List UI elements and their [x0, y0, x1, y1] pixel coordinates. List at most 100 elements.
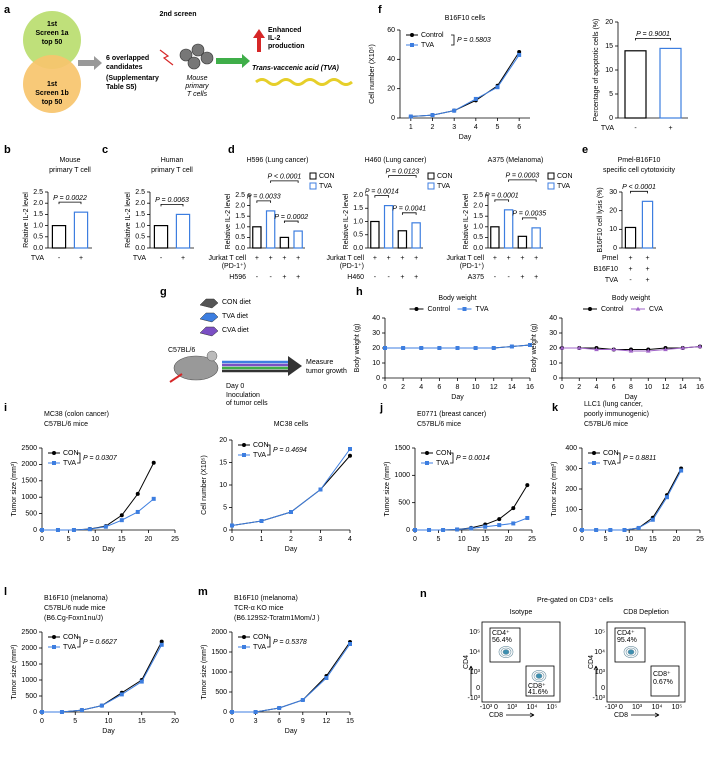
legend-label: CON: [253, 442, 269, 449]
marker: [592, 451, 596, 455]
arrow: [216, 54, 250, 68]
y-axis-label: Percentage of apoptotic cells (%): [593, 19, 600, 122]
contour: [627, 649, 635, 655]
y-tick-label: 0.0: [473, 245, 483, 252]
y-tick-label: 1000: [394, 472, 410, 479]
y-tick-label: 0: [33, 527, 37, 534]
x-tick-label: 16: [526, 384, 534, 391]
y-axis-label: Relative IL-2 level: [343, 193, 350, 249]
chart-title: H460 (Lung cancer): [365, 157, 427, 164]
marker: [151, 496, 156, 501]
y-tick-label: 2.5: [135, 189, 145, 196]
row-mark: +: [507, 255, 511, 262]
bar: [293, 230, 303, 249]
x-tick-label: 0: [230, 536, 234, 543]
series-line: [42, 498, 155, 531]
row-mark: -: [58, 255, 61, 262]
y-tick-label: 2500: [21, 629, 37, 636]
marker: [324, 676, 329, 680]
marker: [697, 344, 703, 349]
x-tick-label: 6: [437, 384, 441, 391]
legend-label: TVA: [603, 460, 616, 467]
p-value: P = 0.0014: [365, 188, 399, 195]
x-tick-label: 4: [419, 384, 423, 391]
y-tick-label: 0.5: [135, 234, 145, 241]
row-mark: +: [668, 125, 672, 132]
y-tick-label: 20: [605, 19, 613, 26]
x-tick-label: 14: [508, 384, 516, 391]
marker: [511, 521, 516, 526]
marker: [430, 113, 435, 118]
x-axis-label: Day: [451, 394, 464, 401]
x-tick-label: 8: [456, 384, 460, 391]
syringe: [169, 373, 183, 383]
measure-label: tumor growth: [306, 368, 347, 375]
panel-letter: c: [102, 144, 108, 156]
y-tick-label: 2.5: [473, 192, 483, 199]
y-axis-label: Body weight (g): [531, 324, 538, 373]
legend-label: TVA: [436, 460, 449, 467]
row-mark: +: [520, 274, 524, 281]
marker: [441, 528, 446, 532]
row-mark: +: [269, 255, 273, 262]
p-value: P = 0.0003: [505, 173, 539, 180]
y-tick-label: 2000: [211, 629, 227, 636]
chart-title: TCR-α KO mice: [234, 605, 284, 612]
marker: [277, 706, 282, 710]
row-label: Jurkat T cell: [209, 255, 247, 262]
y-tick-label: 10³: [595, 669, 606, 676]
marker: [622, 528, 627, 532]
x-tick-label: 4: [595, 384, 599, 391]
bracket: [401, 212, 417, 215]
x-tick-label: -10³: [480, 704, 493, 711]
gate: [650, 665, 680, 697]
axis-arrow: [593, 665, 599, 696]
gate-value: 95.4%: [617, 637, 637, 644]
contour: [533, 671, 545, 681]
circle-label: Screen 1b: [35, 90, 68, 97]
gate: [489, 627, 521, 663]
x-tick-label: 15: [138, 718, 146, 725]
molecule: [255, 78, 353, 86]
circle-label: top 50: [42, 39, 63, 46]
marker: [139, 679, 144, 684]
axis-arrow: [468, 665, 474, 696]
p-value: P = 0.0033: [247, 194, 281, 201]
x-axis-label: CD8: [614, 712, 628, 719]
row-mark: +: [400, 274, 404, 281]
y-axis-label: Relative IL-2 level: [125, 192, 132, 248]
p-value: P = 0.9001: [636, 31, 670, 38]
x-tick-label: 25: [696, 536, 704, 543]
legend-label: CON: [63, 450, 79, 457]
circle-label: top 50: [42, 99, 63, 106]
marker: [230, 523, 234, 528]
marker: [318, 487, 323, 492]
panel-letter: i: [4, 402, 7, 414]
marker: [410, 33, 414, 37]
y-tick-label: 0: [476, 685, 480, 692]
chart-title: H596 (Lung cancer): [247, 157, 309, 164]
x-tick-label: 2: [289, 536, 293, 543]
y-axis-label: Tumor size (mm³): [384, 462, 391, 517]
x-tick-label: 10⁴: [652, 704, 663, 711]
y-tick-label: 0: [609, 115, 613, 122]
row-mark: +: [414, 274, 418, 281]
x-tick-label: 10: [625, 536, 633, 543]
legend-label: TVA: [253, 644, 266, 651]
p-value: P < 0.0001: [622, 184, 656, 191]
chart-title: (B6.129S2-Tcratm1Mom/J ): [234, 615, 320, 622]
bar: [531, 227, 541, 249]
marker: [594, 528, 599, 532]
x-tick-label: 10: [91, 536, 99, 543]
marker: [401, 346, 406, 350]
legend-label: TVA: [476, 306, 489, 313]
marker: [635, 306, 641, 311]
marker: [650, 517, 655, 522]
y-tick-label: 1.5: [33, 211, 43, 218]
chart-title: B16F10 cells: [445, 15, 486, 22]
legend-label: CON: [603, 450, 619, 457]
bar: [175, 213, 191, 249]
bar: [624, 226, 637, 249]
diet-label: CON diet: [222, 299, 251, 306]
chart-title: Mouse: [59, 157, 80, 164]
